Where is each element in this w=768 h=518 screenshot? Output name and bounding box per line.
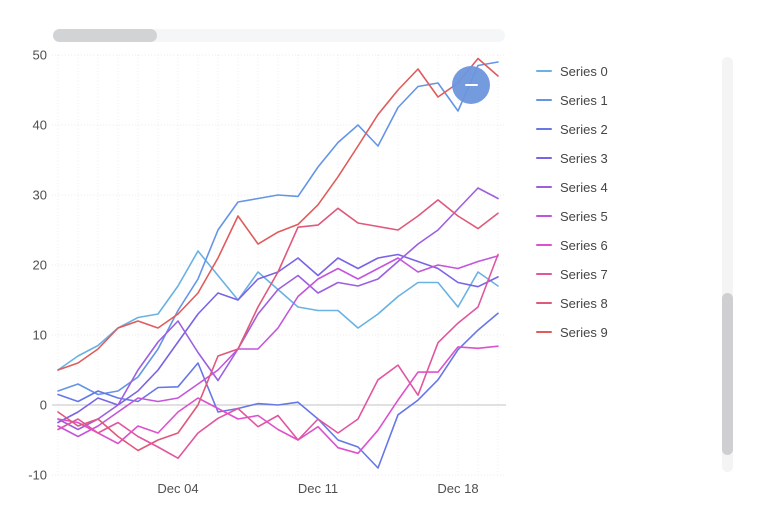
legend-label: Series 8 [560, 295, 608, 311]
legend-item-series-9[interactable]: Series 9 [536, 324, 608, 340]
legend-swatch [536, 128, 552, 130]
series-line-series-7 [57, 253, 499, 460]
legend-item-series-0[interactable]: Series 0 [536, 63, 608, 79]
legend-swatch [536, 215, 552, 217]
legend-item-series-1[interactable]: Series 1 [536, 92, 608, 108]
legend-item-series-5[interactable]: Series 5 [536, 208, 608, 224]
legend-swatch [536, 331, 552, 333]
series-line-series-0 [57, 250, 499, 371]
vertical-scrollbar-thumb[interactable] [722, 293, 733, 455]
legend-label: Series 1 [560, 92, 608, 108]
horizontal-scrollbar-thumb[interactable] [53, 29, 157, 42]
legend: Series 0 Series 1 Series 2 Series 3 Series 4… [536, 63, 608, 353]
y-tick-label: 0 [40, 398, 47, 413]
legend-swatch [536, 302, 552, 304]
legend-item-series-7[interactable]: Series 7 [536, 266, 608, 282]
legend-swatch [536, 244, 552, 246]
legend-swatch [536, 157, 552, 159]
legend-swatch [536, 99, 552, 101]
y-tick-label: -10 [28, 468, 47, 483]
legend-label: Series 0 [560, 63, 608, 79]
vertical-scrollbar-track[interactable] [722, 57, 733, 472]
y-tick-label: 50 [33, 48, 47, 63]
legend-label: Series 2 [560, 121, 608, 137]
line-chart: 50 40 30 20 10 0 -10 Dec 04 Dec 11 Dec 18 [28, 48, 506, 496]
y-tick-label: 20 [33, 258, 47, 273]
series-line-series-9 [57, 57, 499, 371]
legend-item-series-3[interactable]: Series 3 [536, 150, 608, 166]
legend-swatch [536, 70, 552, 72]
legend-label: Series 6 [560, 237, 608, 253]
minus-icon [464, 83, 478, 87]
series-line-series-4 [57, 187, 499, 431]
legend-item-series-6[interactable]: Series 6 [536, 237, 608, 253]
series-line-series-5 [57, 255, 499, 438]
legend-item-series-2[interactable]: Series 2 [536, 121, 608, 137]
zoom-out-button[interactable] [452, 66, 490, 104]
y-tick-label: 40 [33, 118, 47, 133]
legend-swatch [536, 186, 552, 188]
series-line-series-2 [57, 312, 499, 469]
y-tick-label: 10 [33, 328, 47, 343]
legend-label: Series 9 [560, 324, 608, 340]
horizontal-scrollbar-track[interactable] [53, 29, 505, 42]
series-line-series-8 [57, 199, 499, 452]
x-tick-label: Dec 18 [437, 481, 478, 496]
x-axis-labels: Dec 04 Dec 11 Dec 18 [157, 481, 478, 496]
legend-swatch [536, 273, 552, 275]
legend-label: Series 3 [560, 150, 608, 166]
legend-label: Series 4 [560, 179, 608, 195]
legend-item-series-8[interactable]: Series 8 [536, 295, 608, 311]
legend-label: Series 7 [560, 266, 608, 282]
legend-item-series-4[interactable]: Series 4 [536, 179, 608, 195]
y-tick-label: 30 [33, 188, 47, 203]
series-lines [57, 57, 499, 469]
y-axis-labels: 50 40 30 20 10 0 -10 [28, 48, 47, 483]
x-tick-label: Dec 11 [298, 481, 338, 496]
x-tick-label: Dec 04 [157, 481, 198, 496]
legend-label: Series 5 [560, 208, 608, 224]
